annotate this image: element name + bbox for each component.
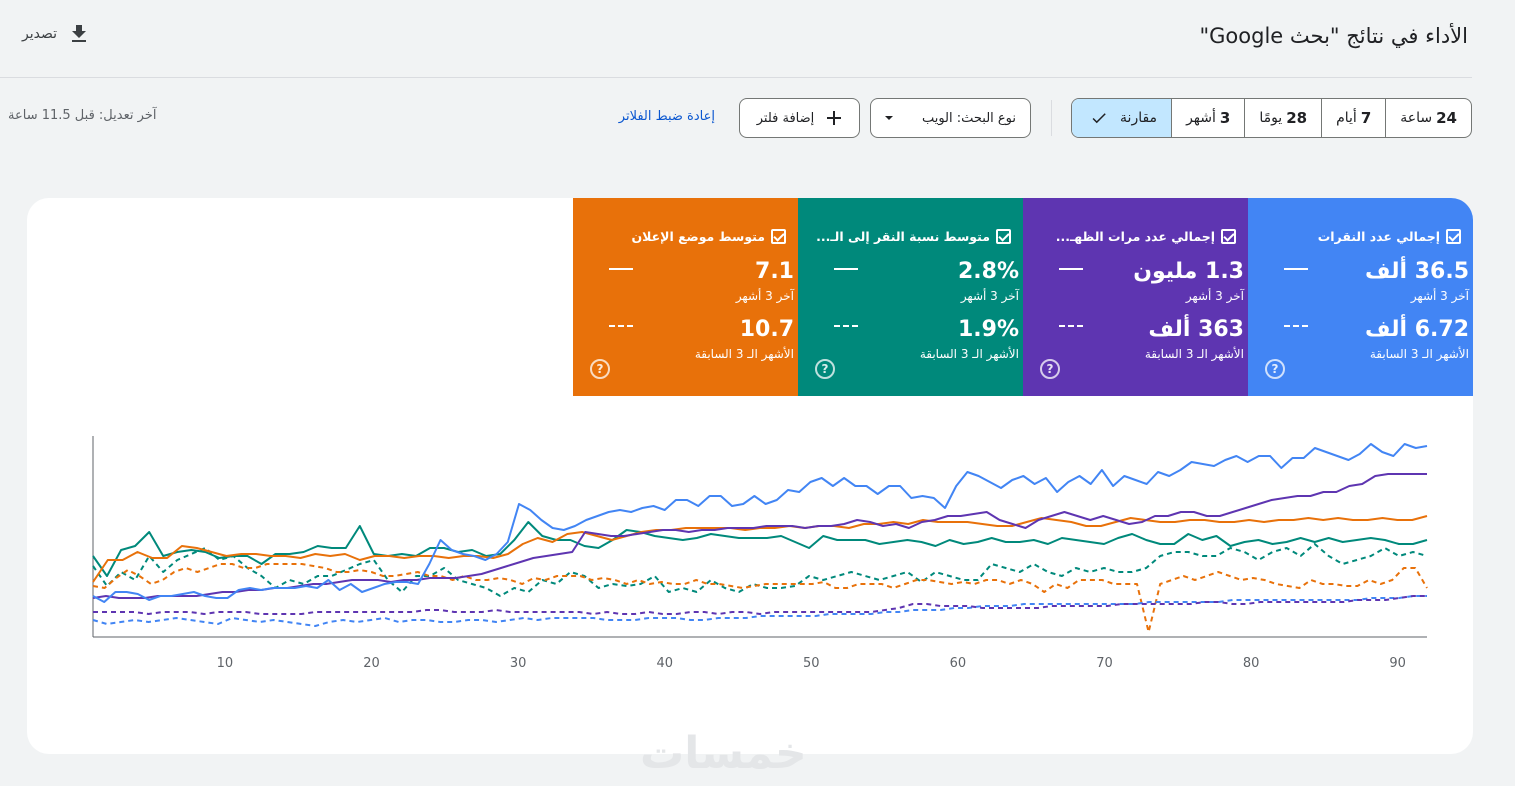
metric-current-period: آخر 3 أشهر bbox=[735, 289, 794, 303]
x-tick-label: 70 bbox=[1096, 656, 1113, 671]
solid-line-legend-icon bbox=[609, 268, 633, 270]
metric-current-value: 1.3 مليون bbox=[1133, 259, 1244, 284]
dropdown-arrow-icon bbox=[885, 116, 893, 120]
series-line-previous bbox=[93, 595, 1427, 615]
solid-line-legend-icon bbox=[1059, 268, 1083, 270]
help-icon[interactable]: ? bbox=[1265, 359, 1285, 379]
x-tick-label: 10 bbox=[217, 656, 234, 671]
date-range-unit: أشهر bbox=[1186, 110, 1216, 126]
metric-label: متوسط موضع الإعلان bbox=[631, 229, 765, 244]
metric-label: إجمالي عدد النقرات bbox=[1317, 229, 1440, 244]
metric-header: متوسط موضع الإعلان bbox=[631, 229, 786, 244]
add-filter-label: إضافة فلتر bbox=[756, 110, 815, 126]
metric-previous-value: 6.72 ألف bbox=[1365, 317, 1469, 342]
x-tick-label: 20 bbox=[363, 656, 380, 671]
search-type-dropdown[interactable]: نوع البحث: الويب bbox=[870, 98, 1031, 138]
metric-label: إجمالي عدد مرات الظهـ... bbox=[1055, 229, 1215, 244]
metric-header: إجمالي عدد النقرات bbox=[1318, 229, 1461, 244]
checkbox-icon[interactable] bbox=[771, 229, 786, 244]
metric-previous-value: 10.7 bbox=[739, 317, 794, 342]
x-tick-label: 30 bbox=[510, 656, 527, 671]
last-updated-text: آخر تعديل: قبل 11.5 ساعة bbox=[8, 108, 157, 123]
export-label: تصدير bbox=[22, 26, 58, 42]
toolbar-divider bbox=[1051, 100, 1052, 136]
x-tick-label: 90 bbox=[1389, 656, 1406, 671]
series-line-current bbox=[92, 515, 1428, 583]
performance-chart: 10 20 30 40 50 60 70 80 90 bbox=[27, 396, 1473, 754]
metric-previous-period: الأشهر الـ 3 السابقة bbox=[1144, 347, 1244, 361]
date-range-3m[interactable]: 3 أشهر bbox=[1171, 99, 1244, 137]
series-line-previous bbox=[92, 543, 1428, 597]
series-line-current bbox=[92, 473, 1427, 599]
check-icon bbox=[1092, 113, 1106, 124]
date-range-unit: أيام bbox=[1336, 110, 1357, 126]
reset-filters-link[interactable]: إعادة ضبط الفلاتر bbox=[618, 109, 715, 124]
search-type-label: نوع البحث: الويب bbox=[921, 110, 1016, 126]
x-tick-label: 80 bbox=[1243, 656, 1260, 671]
checkbox-icon[interactable] bbox=[1221, 229, 1236, 244]
date-range-7d[interactable]: 7 أيام bbox=[1321, 99, 1385, 137]
x-tick-label: 60 bbox=[950, 656, 967, 671]
metric-previous-period: الأشهر الـ 3 السابقة bbox=[1369, 347, 1469, 361]
date-range-selector: 24 ساعة 7 أيام 28 يومًا 3 أشهر مقارنة bbox=[1071, 98, 1472, 138]
metric-current-value: 2.8% bbox=[957, 259, 1019, 284]
metric-card-impressions[interactable]: إجمالي عدد مرات الظهـ... 1.3 مليون آخر 3… bbox=[1023, 198, 1248, 396]
metric-previous-value: 1.9% bbox=[957, 317, 1019, 342]
checkbox-icon[interactable] bbox=[1446, 229, 1461, 244]
metric-current-value: 36.5 ألف bbox=[1365, 259, 1469, 284]
page-title: الأداء في نتائج "بحث Google" bbox=[1199, 24, 1468, 48]
performance-card: إجمالي عدد النقرات 36.5 ألف آخر 3 أشهر 6… bbox=[27, 198, 1473, 754]
metric-previous-value: 363 ألف bbox=[1148, 317, 1244, 342]
metric-label: متوسط نسبة النقر إلى الـ... bbox=[816, 229, 990, 244]
add-filter-button[interactable]: إضافة فلتر bbox=[739, 98, 860, 138]
metric-current-period: آخر 3 أشهر bbox=[1185, 289, 1244, 303]
solid-line-legend-icon bbox=[834, 268, 858, 270]
metric-header: متوسط نسبة النقر إلى الـ... bbox=[816, 229, 1011, 244]
date-range-28d[interactable]: 28 يومًا bbox=[1244, 99, 1321, 137]
metric-current-period: آخر 3 أشهر bbox=[1410, 289, 1469, 303]
date-range-unit: ساعة bbox=[1400, 110, 1433, 126]
export-button[interactable]: تصدير bbox=[22, 22, 91, 46]
date-range-num: 28 bbox=[1286, 109, 1308, 127]
page-header: الأداء في نتائج "بحث Google" تصدير bbox=[0, 0, 1472, 78]
x-tick-label: 50 bbox=[803, 656, 820, 671]
dashed-line-legend-icon bbox=[1284, 325, 1308, 327]
date-range-24h[interactable]: 24 ساعة bbox=[1385, 99, 1471, 137]
metric-card-position[interactable]: متوسط موضع الإعلان 7.1 آخر 3 أشهر 10.7 ا… bbox=[573, 198, 798, 396]
metric-previous-period: الأشهر الـ 3 السابقة bbox=[919, 347, 1019, 361]
metric-current-value: 7.1 bbox=[755, 259, 794, 284]
line-chart-svg: 10 20 30 40 50 60 70 80 90 bbox=[92, 436, 1428, 671]
plus-icon bbox=[827, 111, 842, 125]
series-line-previous bbox=[92, 563, 1428, 633]
date-range-unit: يومًا bbox=[1259, 110, 1283, 126]
download-icon bbox=[72, 25, 87, 42]
compare-button[interactable]: مقارنة bbox=[1072, 99, 1172, 137]
series-line-current bbox=[92, 521, 1428, 577]
metric-header: إجمالي عدد مرات الظهـ... bbox=[1056, 229, 1236, 244]
metric-current-period: آخر 3 أشهر bbox=[960, 289, 1019, 303]
metric-previous-period: الأشهر الـ 3 السابقة bbox=[694, 347, 794, 361]
help-icon[interactable]: ? bbox=[590, 359, 610, 379]
checkbox-icon[interactable] bbox=[996, 229, 1011, 244]
solid-line-legend-icon bbox=[1284, 268, 1308, 270]
metric-card-ctr[interactable]: متوسط نسبة النقر إلى الـ... 2.8% آخر 3 أ… bbox=[798, 198, 1023, 396]
date-range-num: 3 bbox=[1219, 109, 1231, 127]
date-range-num: 24 bbox=[1436, 109, 1457, 127]
help-icon[interactable]: ? bbox=[815, 359, 835, 379]
x-tick-label: 40 bbox=[656, 656, 673, 671]
filter-toolbar: 24 ساعة 7 أيام 28 يومًا 3 أشهر مقارنة نوع ال… bbox=[0, 98, 1472, 138]
date-range-num: 7 bbox=[1360, 109, 1372, 127]
watermark: خمسات bbox=[640, 728, 807, 779]
compare-label: مقارنة bbox=[1120, 110, 1158, 126]
metric-card-clicks[interactable]: إجمالي عدد النقرات 36.5 ألف آخر 3 أشهر 6… bbox=[1248, 198, 1473, 396]
dashed-line-legend-icon bbox=[609, 325, 633, 327]
series-line-current bbox=[92, 443, 1428, 603]
dashed-line-legend-icon bbox=[834, 325, 858, 327]
dashed-line-legend-icon bbox=[1059, 325, 1083, 327]
help-icon[interactable]: ? bbox=[1040, 359, 1060, 379]
series-line-previous bbox=[92, 595, 1427, 627]
